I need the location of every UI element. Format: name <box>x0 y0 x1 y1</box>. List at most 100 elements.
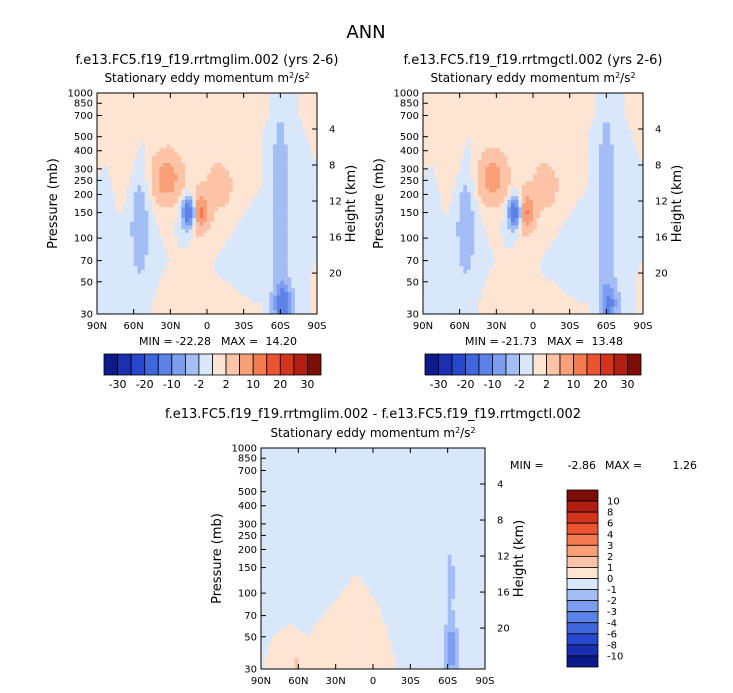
contour-cell <box>522 148 527 153</box>
contour-cell <box>199 166 204 171</box>
contour-cell <box>430 107 435 112</box>
contour-cell <box>280 133 285 138</box>
contour-cell <box>133 192 138 197</box>
contour-cell <box>111 185 116 190</box>
contour-cell <box>448 126 453 131</box>
contour-cell <box>269 302 274 308</box>
contour-cell <box>295 273 300 278</box>
contour-cell <box>284 207 289 212</box>
contour-cell <box>159 177 164 182</box>
contour-cell <box>221 174 226 179</box>
contour-cell <box>229 236 234 241</box>
contour-cell <box>467 104 472 109</box>
contour-cell <box>518 133 523 138</box>
contour-cell <box>621 107 626 112</box>
contour-cell <box>111 277 116 282</box>
contour-cell <box>119 255 124 260</box>
contour-cell <box>276 115 281 120</box>
contour-cell <box>262 310 267 315</box>
contour-cell <box>470 148 475 153</box>
contour-cell <box>258 166 263 171</box>
contour-cell <box>122 280 127 285</box>
contour-cell <box>119 159 124 164</box>
contour-cell <box>632 96 637 101</box>
contour-cell <box>141 115 146 120</box>
contour-cell <box>262 115 267 120</box>
contour-cell <box>525 107 530 112</box>
contour-cell <box>144 104 149 109</box>
contour-cell <box>152 221 157 226</box>
contour-cell <box>221 144 226 149</box>
contour-cell <box>130 188 135 193</box>
contour-cell <box>551 144 556 149</box>
contour-cell <box>511 137 516 142</box>
contour-cell <box>313 104 318 109</box>
contour-cell <box>251 232 256 238</box>
contour-cell <box>276 140 281 145</box>
contour-cell <box>192 159 197 164</box>
contour-cell <box>170 218 175 223</box>
contour-cell <box>170 262 175 267</box>
contour-cell <box>309 288 314 293</box>
contour-cell <box>639 151 644 157</box>
contour-cell <box>258 225 263 230</box>
contour-cell <box>225 126 230 131</box>
contour-cell <box>181 218 186 223</box>
contour-cell <box>181 111 186 116</box>
contour-cell <box>430 140 435 145</box>
contour-cell <box>229 133 234 138</box>
contour-cell <box>313 295 318 300</box>
contour-cell <box>492 144 497 149</box>
contour-cell <box>236 280 241 285</box>
contour-cell <box>141 269 146 274</box>
contour-cell <box>119 126 124 131</box>
contour-cell <box>122 166 127 171</box>
contour-cell <box>203 207 208 212</box>
contour-cell <box>452 129 457 134</box>
contour-cell <box>555 115 560 120</box>
contour-cell <box>210 288 215 293</box>
contour-field <box>423 93 644 315</box>
contour-cell <box>441 93 446 98</box>
contour-cell <box>276 181 281 186</box>
contour-cell <box>207 174 212 179</box>
contour-cell <box>196 196 201 201</box>
contour-cell <box>273 122 278 127</box>
contour-cell <box>218 177 223 182</box>
contour-cell <box>470 166 475 171</box>
contour-cell <box>243 284 248 289</box>
contour-cell <box>544 137 549 142</box>
contour-cell <box>492 96 497 101</box>
contour-cell <box>236 221 241 226</box>
contour-cell <box>533 104 538 109</box>
contour-cell <box>540 104 545 109</box>
contour-cell <box>148 280 153 285</box>
contour-cell <box>262 133 267 138</box>
contour-cell <box>122 181 127 186</box>
contour-cell <box>287 299 292 304</box>
contour-cell <box>159 129 164 134</box>
contour-cell <box>251 284 256 289</box>
contour-cell <box>258 284 263 289</box>
contour-cell <box>441 166 446 171</box>
contour-cell <box>628 166 633 171</box>
contour-cell <box>126 232 131 238</box>
contour-cell <box>247 196 252 201</box>
contour-cell <box>97 280 102 285</box>
contour-cell <box>104 118 109 123</box>
contour-cell <box>108 232 113 238</box>
contour-cell <box>474 104 479 109</box>
contour-cell <box>170 185 175 190</box>
contour-cell <box>192 162 197 168</box>
contour-cell <box>181 262 186 267</box>
contour-cell <box>97 221 102 226</box>
contour-cell <box>287 133 292 138</box>
contour-cell <box>199 229 204 234</box>
contour-cell <box>181 247 186 252</box>
contour-cell <box>276 221 281 226</box>
contour-cell <box>452 100 457 105</box>
contour-cell <box>122 151 127 157</box>
contour-cell <box>291 181 296 186</box>
contour-cell <box>170 225 175 230</box>
contour-cell <box>613 126 618 131</box>
